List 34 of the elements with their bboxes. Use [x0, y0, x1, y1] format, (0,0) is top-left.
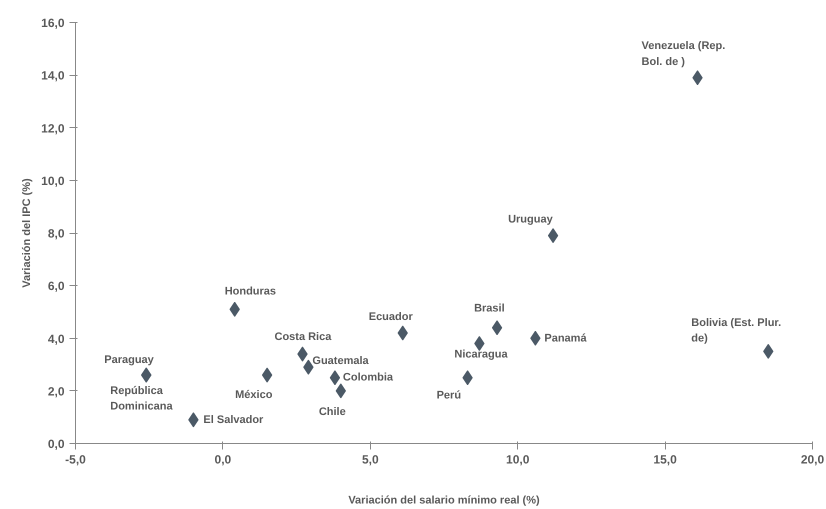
x-tick-label: 5,0	[362, 452, 379, 466]
y-tick-label: 12,0	[41, 121, 65, 136]
annotation: Costa Rica	[274, 331, 332, 344]
annotation: El Salvador	[203, 414, 264, 426]
y-tick-label: 6,0	[48, 279, 65, 294]
y-tick-label: 0,0	[48, 437, 65, 451]
annotation: Bolivia (Est. Plur. de)	[691, 316, 782, 344]
annotation: Uruguay	[508, 214, 554, 226]
x-tick-label: 10,0	[506, 452, 530, 466]
y-tick-label: 8,0	[48, 226, 65, 240]
annotation: Nicaragua	[454, 348, 508, 361]
x-tick-label: 15,0	[653, 452, 678, 466]
y-tick-label: 14,0	[41, 68, 65, 83]
annotation: Perú	[436, 390, 462, 402]
annotation: Panamá	[544, 332, 588, 344]
annotation: Brasil	[474, 302, 505, 315]
annotation: México	[235, 389, 273, 402]
y-tick-label: 16,0	[41, 16, 65, 30]
annotation: República Dominicana	[110, 385, 174, 413]
annotation: Chile	[318, 406, 346, 418]
annotation: Colombia	[342, 372, 394, 384]
y-tick-label: 2,0	[48, 384, 65, 398]
annotation: Paraguay	[104, 354, 155, 366]
annotation: Honduras	[224, 285, 276, 298]
x-tick-label: -5,0	[65, 452, 86, 466]
x-tick-label: 20,0	[800, 452, 825, 466]
x-tick-label: 0,0	[214, 452, 232, 466]
annotation: Venezuela (Rep. Bol. de )	[642, 40, 726, 68]
y-axis-title: Variación del IPC (%)	[21, 178, 34, 288]
annotation: Guatemala	[312, 355, 370, 368]
y-tick-label: 4,0	[48, 332, 65, 346]
y-tick-label: 10,0	[41, 174, 65, 188]
x-axis-title: Variación del salario mínimo real (%)	[348, 494, 540, 506]
annotation: Ecuador	[368, 310, 414, 323]
